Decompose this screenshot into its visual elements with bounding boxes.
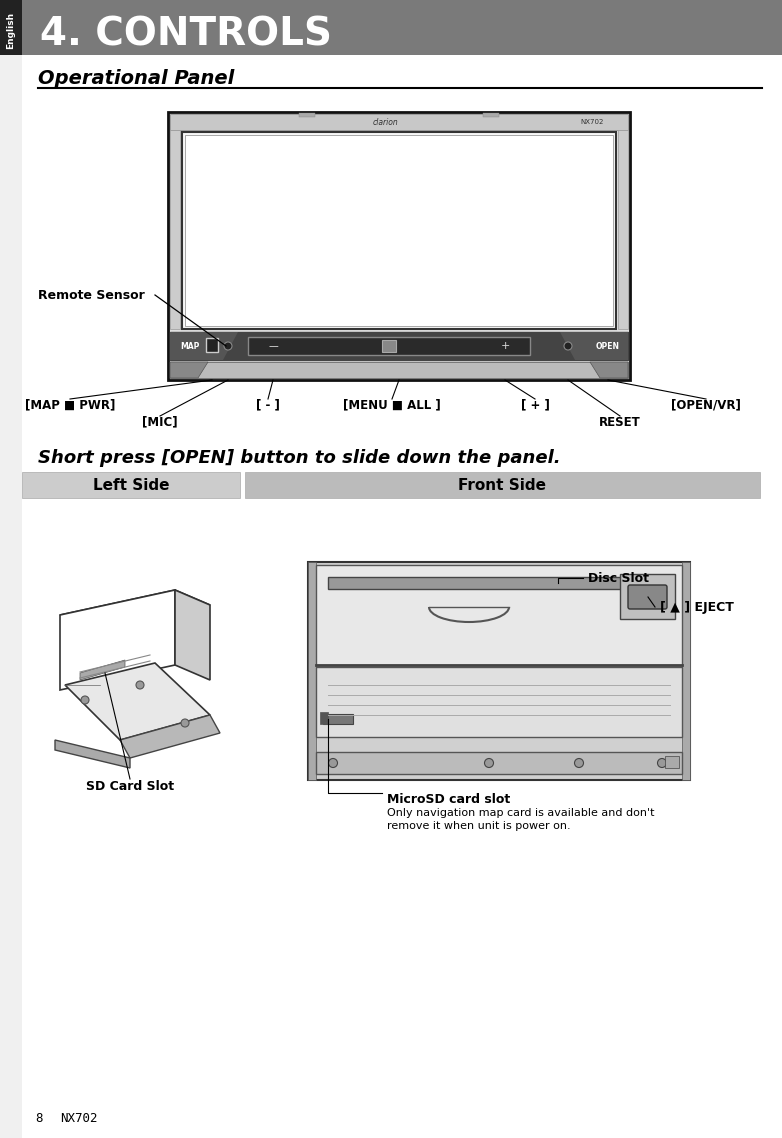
Bar xyxy=(0,0,22,55)
Text: Front Side: Front Side xyxy=(458,478,546,493)
Bar xyxy=(245,472,760,498)
Text: clarion: clarion xyxy=(372,117,398,126)
Bar xyxy=(323,714,353,724)
Text: Disc Slot: Disc Slot xyxy=(588,571,649,585)
Polygon shape xyxy=(590,362,628,378)
Text: RESET: RESET xyxy=(599,415,641,429)
Bar xyxy=(170,332,628,360)
Text: OPEN: OPEN xyxy=(596,341,620,351)
Circle shape xyxy=(224,343,232,351)
Text: Short press [OPEN] button to slide down the panel.: Short press [OPEN] button to slide down … xyxy=(38,450,561,467)
FancyBboxPatch shape xyxy=(628,585,667,609)
Text: English: English xyxy=(6,11,16,49)
Bar xyxy=(170,362,628,378)
Bar xyxy=(170,130,180,329)
Text: +: + xyxy=(500,341,510,351)
Circle shape xyxy=(575,759,583,767)
Text: [MIC]: [MIC] xyxy=(142,415,178,429)
Polygon shape xyxy=(560,332,628,360)
Text: [OPEN/VR]: [OPEN/VR] xyxy=(671,398,741,412)
Polygon shape xyxy=(60,589,210,630)
Text: 8: 8 xyxy=(35,1112,42,1124)
Bar xyxy=(620,574,675,619)
Text: SD Card Slot: SD Card Slot xyxy=(86,780,174,793)
Polygon shape xyxy=(206,338,218,352)
Circle shape xyxy=(328,759,338,767)
Circle shape xyxy=(658,759,666,767)
Text: —: — xyxy=(268,341,278,351)
Bar xyxy=(382,340,396,352)
Bar xyxy=(0,0,22,1138)
Text: NX702: NX702 xyxy=(580,119,604,125)
Polygon shape xyxy=(55,740,130,768)
Bar xyxy=(22,0,782,55)
Text: Remote Sensor: Remote Sensor xyxy=(38,289,145,302)
Bar xyxy=(168,112,630,380)
Bar xyxy=(170,114,628,130)
Text: [ ▲ ] EJECT: [ ▲ ] EJECT xyxy=(660,601,734,613)
Text: 4. CONTROLS: 4. CONTROLS xyxy=(40,15,332,53)
Polygon shape xyxy=(170,362,208,378)
Bar xyxy=(618,130,628,329)
Bar xyxy=(248,337,530,355)
Circle shape xyxy=(136,681,144,688)
Bar xyxy=(316,752,682,774)
Text: NX702: NX702 xyxy=(60,1112,98,1124)
Text: Only navigation map card is available and don't: Only navigation map card is available an… xyxy=(387,808,655,818)
Polygon shape xyxy=(170,332,238,360)
Text: [MAP ■ PWR]: [MAP ■ PWR] xyxy=(25,398,115,412)
Circle shape xyxy=(181,719,189,727)
Text: remove it when unit is power on.: remove it when unit is power on. xyxy=(387,820,571,831)
Bar xyxy=(483,113,500,117)
Text: [ + ]: [ + ] xyxy=(521,398,550,412)
Polygon shape xyxy=(65,663,210,740)
Bar xyxy=(308,562,316,780)
Polygon shape xyxy=(60,589,175,690)
Bar xyxy=(316,667,682,737)
Bar xyxy=(665,756,679,768)
Bar xyxy=(185,135,613,325)
Text: Operational Panel: Operational Panel xyxy=(38,68,235,88)
Text: [ - ]: [ - ] xyxy=(256,398,280,412)
Bar xyxy=(316,564,682,665)
Bar xyxy=(308,562,690,780)
Bar xyxy=(328,577,630,589)
Bar xyxy=(320,712,328,724)
Bar xyxy=(22,472,240,498)
Text: Left Side: Left Side xyxy=(93,478,169,493)
Polygon shape xyxy=(175,589,210,681)
Polygon shape xyxy=(120,715,220,758)
Text: MAP: MAP xyxy=(181,341,199,351)
Text: [MENU ■ ALL ]: [MENU ■ ALL ] xyxy=(343,398,441,412)
Bar xyxy=(682,562,690,780)
Circle shape xyxy=(485,759,493,767)
Circle shape xyxy=(564,343,572,351)
Circle shape xyxy=(81,696,89,704)
Bar xyxy=(299,113,314,117)
Polygon shape xyxy=(80,660,125,681)
Text: MicroSD card slot: MicroSD card slot xyxy=(387,793,510,806)
Bar xyxy=(182,132,616,329)
